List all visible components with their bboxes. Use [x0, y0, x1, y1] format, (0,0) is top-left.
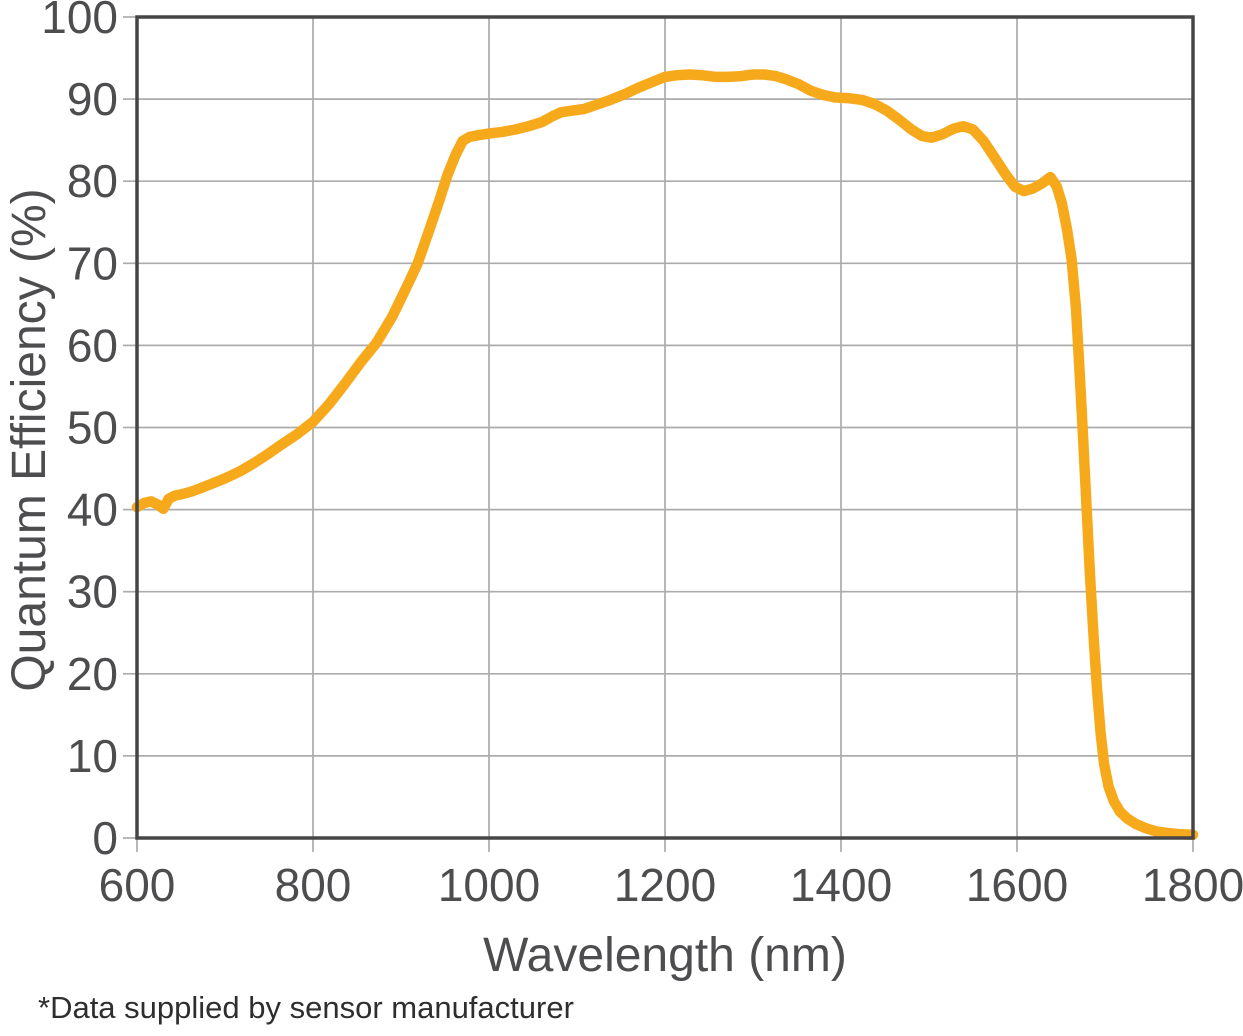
chart-footnote: *Data supplied by sensor manufacturer — [38, 990, 574, 1025]
y-tick-label: 80 — [67, 155, 118, 207]
y-tick-label: 100 — [41, 0, 118, 43]
y-tick-label: 20 — [67, 648, 118, 700]
x-tick-label: 1000 — [438, 859, 540, 911]
x-tick-label: 600 — [99, 859, 176, 911]
x-tick-label: 1200 — [614, 859, 716, 911]
y-tick-label: 30 — [67, 566, 118, 618]
x-tick-label: 800 — [275, 859, 352, 911]
y-tick-label: 70 — [67, 237, 118, 289]
x-tick-label: 1400 — [790, 859, 892, 911]
x-tick-label: 1600 — [966, 859, 1068, 911]
y-axis-title: Quantum Efficiency (%) — [3, 188, 56, 692]
y-tick-label: 10 — [67, 730, 118, 782]
x-axis-title: Wavelength (nm) — [483, 929, 847, 982]
y-tick-label: 60 — [67, 319, 118, 371]
plot-frame — [135, 15, 1195, 840]
y-tick-label: 0 — [92, 812, 118, 864]
y-tick-label: 50 — [67, 402, 118, 454]
y-tick-label: 40 — [67, 484, 118, 536]
y-tick-label: 90 — [67, 73, 118, 125]
x-tick-label: 1800 — [1142, 859, 1243, 911]
qe-curve — [131, 69, 1199, 840]
